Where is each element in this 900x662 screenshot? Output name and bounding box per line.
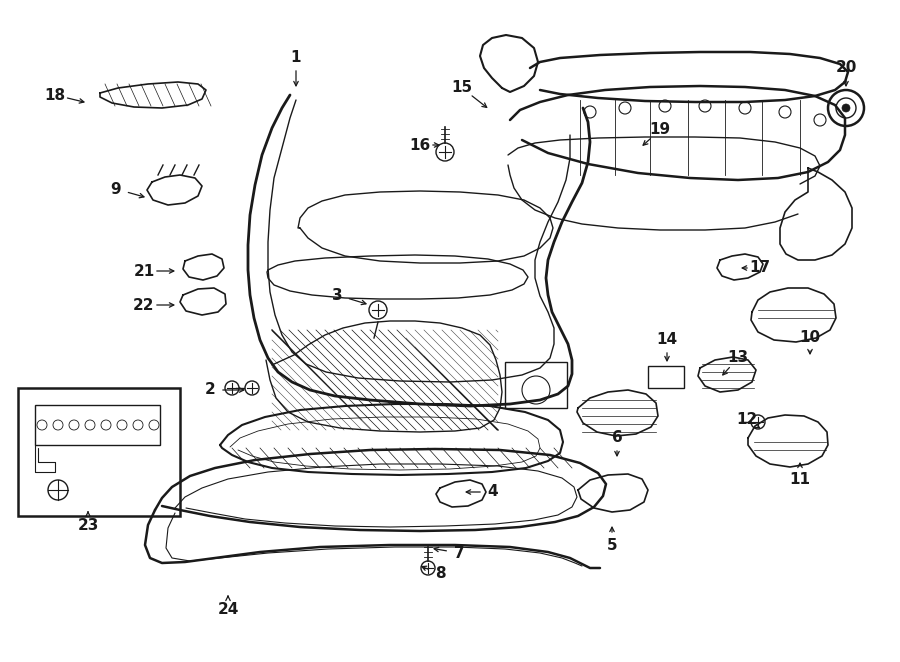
- Text: 22: 22: [133, 297, 155, 312]
- Text: 10: 10: [799, 330, 821, 346]
- Text: 11: 11: [789, 471, 811, 487]
- Text: 17: 17: [750, 261, 770, 275]
- Text: 12: 12: [736, 412, 758, 428]
- Text: 19: 19: [650, 122, 670, 138]
- Text: 8: 8: [435, 567, 446, 581]
- Text: 24: 24: [217, 602, 239, 618]
- Text: 1: 1: [291, 50, 302, 66]
- Text: 23: 23: [77, 518, 99, 532]
- Circle shape: [842, 104, 850, 112]
- Bar: [648, 366, 684, 388]
- Bar: [18, 388, 180, 516]
- Text: 9: 9: [111, 181, 122, 197]
- Text: 13: 13: [727, 350, 749, 365]
- Text: 2: 2: [204, 383, 215, 397]
- Text: 6: 6: [612, 430, 623, 446]
- Text: 16: 16: [410, 138, 430, 152]
- Text: 20: 20: [835, 60, 857, 75]
- Text: 7: 7: [454, 545, 464, 561]
- Text: 21: 21: [133, 263, 155, 279]
- Text: 15: 15: [452, 81, 472, 95]
- Text: 18: 18: [44, 87, 66, 103]
- Bar: [505, 362, 567, 408]
- Text: 14: 14: [656, 332, 678, 348]
- Text: 5: 5: [607, 538, 617, 553]
- Text: 3: 3: [332, 287, 342, 303]
- Bar: [35, 405, 160, 445]
- Text: 4: 4: [488, 485, 499, 500]
